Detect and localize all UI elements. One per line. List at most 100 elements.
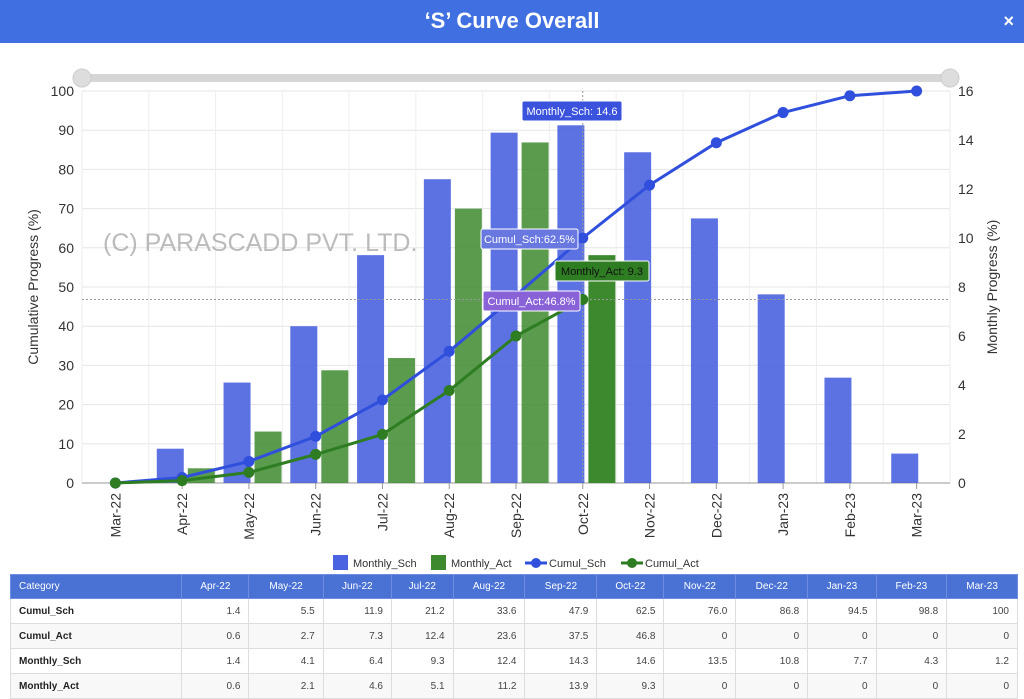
- y-right-tick-label: 16: [958, 83, 974, 99]
- bar-monthly-sch: [690, 218, 718, 483]
- table-cell: 14.6: [596, 648, 665, 674]
- tooltip-monthly-sch: Monthly_Sch: 14.6: [526, 106, 617, 118]
- table-cell: 0: [735, 623, 809, 649]
- bar-monthly-act: [521, 142, 549, 483]
- point-cumul-sch: [310, 430, 322, 442]
- tooltip-cumul-act: Cumul_Act:46.8%: [487, 296, 575, 308]
- y-left-tick-label: 90: [58, 122, 74, 138]
- point-cumul-act: [510, 330, 522, 342]
- table-cell: 6.4: [322, 648, 392, 674]
- point-cumul-sch: [844, 90, 856, 102]
- range-slider-handle-right[interactable]: [940, 68, 960, 88]
- column-header: Oct-22: [596, 574, 665, 599]
- point-cumul-sch: [911, 85, 923, 97]
- table-cell: 9.3: [390, 648, 454, 674]
- table-cell: 12.4: [452, 648, 526, 674]
- table-cell: 86.8: [735, 598, 809, 624]
- table-cell: Cumul_Sch: [9, 598, 183, 624]
- table-cell: 21.2: [390, 598, 454, 624]
- point-cumul-act: [109, 477, 121, 489]
- legend-item[interactable]: Cumul_Sch: [549, 558, 606, 570]
- column-header: Feb-23: [875, 574, 948, 599]
- column-header: Jun-22: [322, 574, 392, 599]
- table-cell: 0: [946, 673, 1018, 699]
- table-cell: 76.0: [663, 598, 737, 624]
- table-cell: 11.2: [452, 673, 526, 699]
- y-left-tick-label: 100: [51, 83, 75, 99]
- x-tick-label: Nov-22: [642, 493, 658, 538]
- table-cell: 1.2: [946, 648, 1018, 674]
- y-right-tick-label: 10: [958, 230, 974, 246]
- table-cell: 0: [875, 673, 948, 699]
- legend-swatch: [431, 555, 446, 570]
- table-row: Monthly_Act 0.6 2.1 4.6 5.1 11.2 13.9 9.3 0 0 0 0 0: [9, 673, 1018, 699]
- bar-monthly-sch: [891, 453, 919, 483]
- x-tick-label: Mar-22: [107, 493, 123, 538]
- bar-monthly-act: [454, 208, 482, 483]
- y-left-tick-label: 20: [58, 397, 74, 413]
- column-header: Jan-23: [807, 574, 877, 599]
- table-cell: 13.9: [524, 673, 598, 699]
- table-cell: 4.3: [875, 648, 948, 674]
- table-cell: 7.7: [807, 648, 877, 674]
- point-cumul-sch: [710, 137, 722, 149]
- column-header: Sep-22: [524, 574, 598, 599]
- x-tick-label: Sep-22: [508, 493, 524, 538]
- column-header: Mar-23: [946, 574, 1018, 599]
- tooltip-cumul-act-box: [482, 290, 581, 312]
- legend-item[interactable]: Monthly_Act: [451, 558, 512, 570]
- bar-monthly-sch: [824, 377, 852, 483]
- bar-monthly-sch: [357, 255, 385, 483]
- table-cell: 0.6: [181, 623, 250, 649]
- table-cell: 12.4: [390, 623, 454, 649]
- legend-marker: [627, 558, 637, 568]
- legend-item[interactable]: Cumul_Act: [645, 558, 699, 570]
- tooltip-cumul-sch-box: [480, 228, 579, 250]
- dialog-header: ‘S’ Curve Overall ×: [0, 0, 1024, 43]
- point-cumul-act: [310, 448, 322, 460]
- table-cell: 5.1: [390, 673, 454, 699]
- table-cell: 2.7: [248, 623, 324, 649]
- table-cell: 100: [946, 598, 1018, 624]
- legend-marker: [531, 558, 541, 568]
- table-cell: Monthly_Sch: [9, 648, 183, 674]
- x-tick-label: Aug-22: [441, 493, 457, 538]
- point-cumul-sch: [644, 179, 656, 191]
- bar-monthly-sch: [624, 152, 652, 483]
- table-cell: 0: [875, 623, 948, 649]
- range-slider-track: [78, 74, 952, 82]
- tooltip-cumul-sch: Cumul_Sch:62.5%: [484, 234, 575, 246]
- close-icon[interactable]: ×: [1003, 11, 1014, 31]
- table-cell: 33.6: [452, 598, 526, 624]
- table-cell: Cumul_Act: [9, 623, 183, 649]
- y-left-tick-label: 80: [58, 161, 74, 177]
- table-cell: 14.3: [524, 648, 598, 674]
- y-left-axis-title: Cumulative Progress (%): [25, 209, 41, 365]
- y-right-tick-label: 0: [958, 475, 966, 491]
- table-cell: 23.6: [452, 623, 526, 649]
- column-header: Aug-22: [452, 574, 526, 599]
- column-header: Dec-22: [735, 574, 809, 599]
- column-header: Category: [9, 574, 183, 599]
- y-right-tick-label: 8: [958, 279, 966, 295]
- table-cell: 0: [807, 623, 877, 649]
- y-left-tick-label: 30: [58, 357, 74, 373]
- table-cell: Monthly_Act: [9, 673, 183, 699]
- table-cell: 0: [663, 623, 737, 649]
- y-left-tick-label: 70: [58, 201, 74, 217]
- table-cell: 2.1: [248, 673, 324, 699]
- table-cell: 10.8: [735, 648, 809, 674]
- table-cell: 13.5: [663, 648, 737, 674]
- table-cell: 46.8: [596, 623, 665, 649]
- y-right-tick-label: 12: [958, 181, 974, 197]
- line-cumul-act: [115, 298, 584, 485]
- table-cell: 7.3: [322, 623, 392, 649]
- data-table: Category Apr-22 May-22 Jun-22 Jul-22 Aug-22 Se…: [9, 574, 1018, 699]
- legend-item[interactable]: Monthly_Sch: [353, 558, 417, 570]
- table-cell: 1.4: [181, 598, 250, 624]
- point-cumul-sch: [577, 232, 589, 244]
- y-left-tick-label: 50: [58, 279, 74, 295]
- bar-monthly-sch: [757, 294, 785, 483]
- range-slider-handle-left[interactable]: [72, 68, 92, 88]
- column-header: May-22: [248, 574, 324, 599]
